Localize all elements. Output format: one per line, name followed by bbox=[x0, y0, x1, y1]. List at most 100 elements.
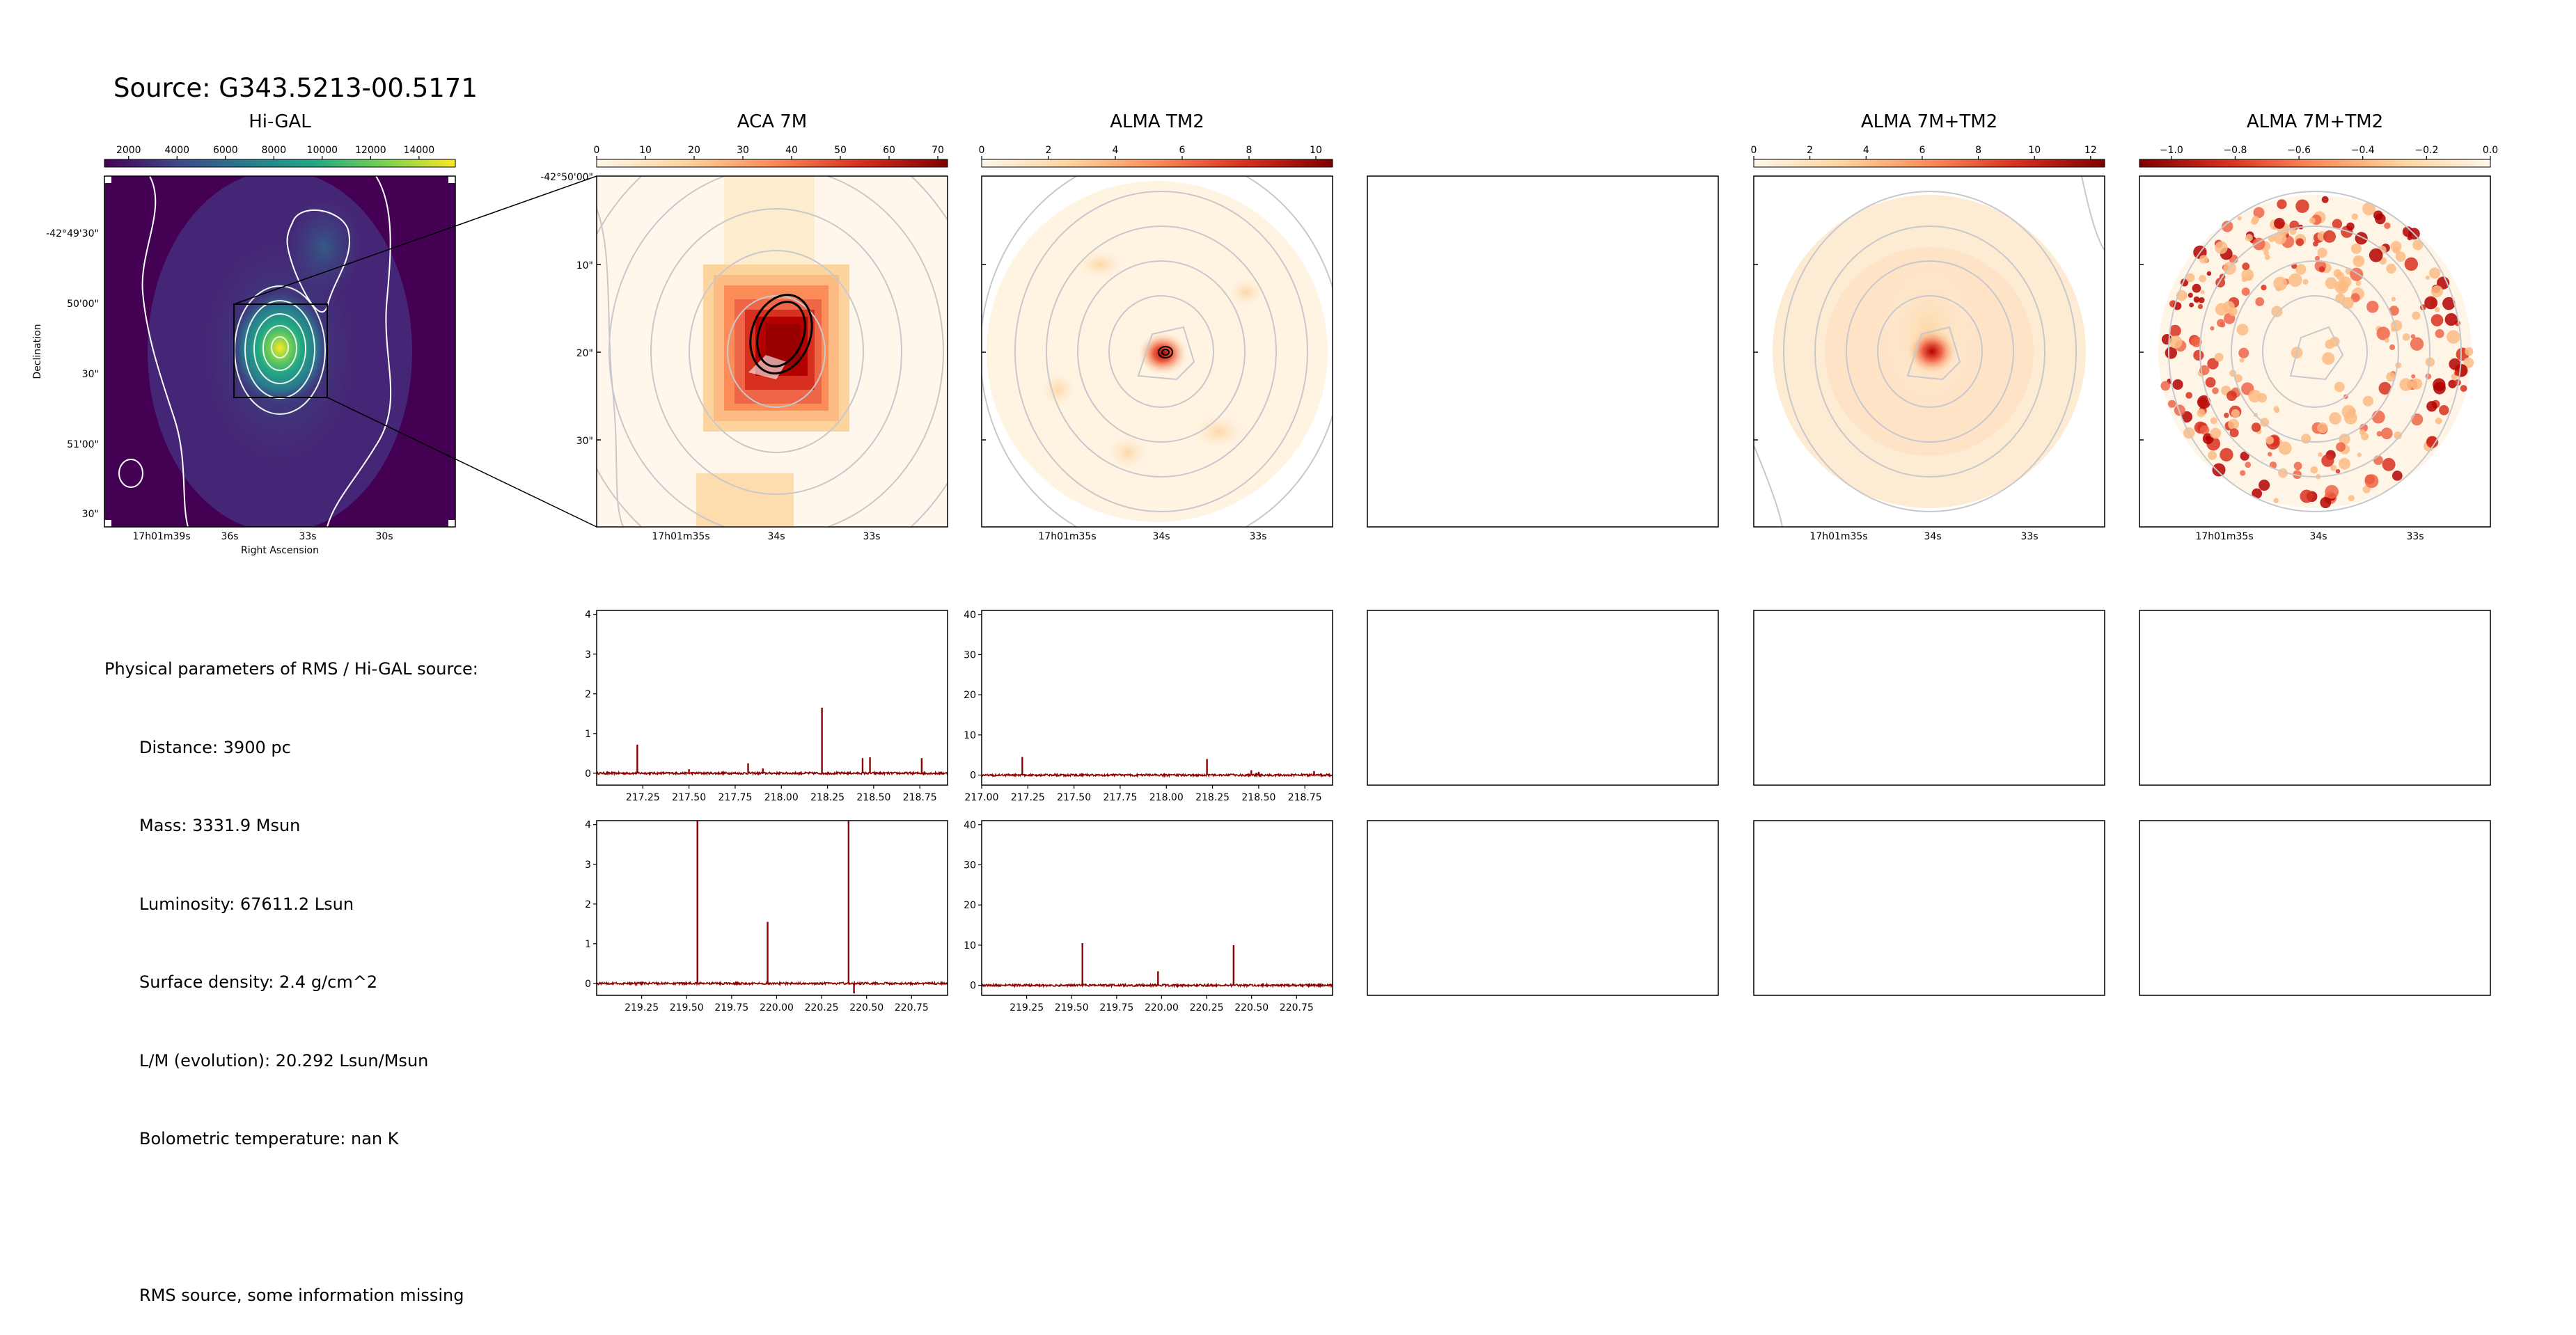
aca-ytick: 20" bbox=[576, 348, 593, 359]
speckle bbox=[2410, 337, 2424, 351]
spectrum-line bbox=[982, 772, 1333, 779]
tm2-xtick: 33s bbox=[1249, 531, 1266, 542]
speckle bbox=[2346, 222, 2355, 230]
higal-ytick: -42°49'30" bbox=[46, 228, 99, 239]
spectrum-frame bbox=[981, 610, 1333, 786]
spectrum-line bbox=[982, 982, 1333, 988]
speckle bbox=[2191, 336, 2202, 347]
x-tick-label: 218.00 bbox=[764, 792, 799, 803]
speckle bbox=[2399, 378, 2413, 391]
speckle bbox=[2317, 247, 2327, 258]
speckle bbox=[2359, 429, 2366, 436]
y-tick-label: 40 bbox=[964, 820, 976, 831]
x-tick-label: 217.50 bbox=[672, 792, 706, 803]
higal-axes: -42°49'30" 50'00" 30" 51'00" 30" 17h01m3… bbox=[32, 228, 393, 556]
speckle bbox=[2430, 285, 2443, 298]
speckle bbox=[2460, 385, 2467, 392]
speckle bbox=[2192, 283, 2201, 293]
empty-spectrum-panel bbox=[1367, 820, 1719, 996]
speckle bbox=[2174, 404, 2185, 416]
colorbar-tick-label: 6000 bbox=[213, 145, 238, 156]
colorbar-tick-label: 50 bbox=[834, 145, 847, 156]
empty-image-panel bbox=[1367, 175, 1719, 528]
params-heading: Physical parameters of RMS / Hi-GAL sour… bbox=[104, 659, 478, 679]
x-tick-label: 218.75 bbox=[903, 792, 937, 803]
speckle bbox=[2197, 395, 2211, 409]
higal-image bbox=[104, 176, 455, 527]
speckle bbox=[2410, 334, 2416, 339]
physical-parameters: Physical parameters of RMS / Hi-GAL sour… bbox=[104, 604, 478, 1335]
speckle bbox=[2205, 377, 2216, 388]
speckle bbox=[2275, 285, 2282, 292]
panel-title-higal: Hi-GAL bbox=[249, 111, 311, 132]
x-tick-label: 219.25 bbox=[1010, 1002, 1044, 1013]
colorbar bbox=[1753, 159, 2105, 168]
higal-xlabel: Right Ascension bbox=[241, 545, 319, 556]
colorbar-tick-label: 30 bbox=[737, 145, 749, 156]
x-tick-label: 219.75 bbox=[1099, 1002, 1133, 1013]
speckle bbox=[2402, 333, 2410, 341]
speckle bbox=[2318, 452, 2323, 457]
x-tick-label: 219.25 bbox=[625, 1002, 659, 1013]
speckle bbox=[2210, 417, 2217, 425]
alma-tm2-frame bbox=[981, 175, 1333, 528]
speckle bbox=[2245, 234, 2253, 242]
speckle bbox=[2322, 351, 2335, 365]
speckle bbox=[2454, 370, 2459, 376]
speckle bbox=[2224, 412, 2229, 418]
speckle bbox=[2197, 409, 2206, 418]
x-tick-label: 217.75 bbox=[718, 792, 752, 803]
speckle bbox=[2181, 411, 2193, 422]
speckle bbox=[2273, 498, 2279, 503]
aca-7m-frame bbox=[596, 175, 948, 528]
speckle bbox=[2382, 457, 2396, 471]
speckle bbox=[2251, 218, 2259, 225]
x-tick-label: 217.75 bbox=[1103, 792, 1137, 803]
colorbar-tick-label: 8000 bbox=[261, 145, 286, 156]
x-tick-label: 218.25 bbox=[1195, 792, 1230, 803]
speckle bbox=[2411, 374, 2416, 379]
speckle bbox=[2378, 381, 2392, 395]
speckle bbox=[2314, 255, 2320, 261]
higal-ytick: 51'00" bbox=[67, 439, 99, 450]
speckle bbox=[2439, 405, 2449, 416]
x-tick-label: 220.25 bbox=[1190, 1002, 1224, 1013]
speckle bbox=[2210, 427, 2222, 439]
colorbar-tick-label: 4 bbox=[1863, 145, 1869, 156]
speckle bbox=[2185, 273, 2195, 283]
speckle bbox=[2376, 326, 2390, 340]
speckle bbox=[2295, 238, 2304, 246]
colorbar-tick-label: −0.2 bbox=[2414, 145, 2438, 156]
speckle bbox=[2210, 326, 2215, 331]
params-line: RMS source, some information missing bbox=[139, 1286, 464, 1305]
speckle bbox=[2350, 293, 2360, 303]
y-tick-label: 4 bbox=[585, 610, 591, 621]
colorbar-tick-label: 70 bbox=[932, 145, 944, 156]
higal-xtick: 17h01m39s bbox=[132, 531, 190, 542]
speckle bbox=[2325, 277, 2337, 290]
speckle bbox=[2334, 381, 2345, 393]
y-tick-label: 3 bbox=[585, 649, 591, 661]
y-tick-label: 2 bbox=[585, 899, 591, 910]
colorbar-tick-label: 10 bbox=[639, 145, 652, 156]
speckle bbox=[2245, 461, 2252, 468]
speckle bbox=[2263, 250, 2269, 256]
speckle bbox=[2364, 474, 2379, 489]
speckle bbox=[2228, 418, 2239, 430]
empty-spectrum-panel bbox=[1753, 610, 2105, 786]
colorbar bbox=[596, 159, 948, 168]
speckle bbox=[2259, 479, 2270, 491]
speckle bbox=[2300, 489, 2314, 503]
higal-ytick: 30" bbox=[82, 509, 99, 520]
params-line: Surface density: 2.4 g/cm^2 bbox=[139, 972, 378, 992]
speckle bbox=[2384, 338, 2389, 343]
x-tick-label: 220.00 bbox=[760, 1002, 794, 1013]
speckle bbox=[2333, 269, 2342, 278]
speckle bbox=[2239, 358, 2245, 363]
aca-ytick: 30" bbox=[576, 436, 593, 447]
speckle bbox=[2165, 347, 2178, 359]
speckle bbox=[2435, 417, 2442, 425]
speckle bbox=[2231, 409, 2240, 418]
diff-xtick: 34s bbox=[2309, 531, 2327, 542]
speckle bbox=[2321, 454, 2334, 467]
